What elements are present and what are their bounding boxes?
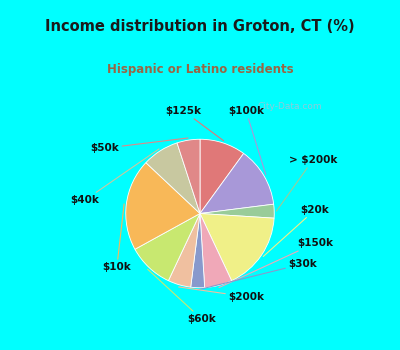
Text: $40k: $40k [70,149,159,205]
Wedge shape [135,214,200,281]
Wedge shape [200,204,274,218]
Text: $30k: $30k [198,259,317,290]
Wedge shape [200,153,274,214]
Wedge shape [200,214,232,288]
Text: $150k: $150k [219,238,333,288]
Text: $50k: $50k [90,138,188,153]
Text: > $200k: > $200k [276,155,337,211]
Wedge shape [200,139,244,214]
Text: $125k: $125k [166,106,224,141]
Wedge shape [168,214,200,287]
Text: Hispanic or Latino residents: Hispanic or Latino residents [107,63,293,76]
Text: $100k: $100k [228,106,266,175]
Text: $60k: $60k [148,269,216,324]
Text: $20k: $20k [263,205,330,257]
Wedge shape [191,214,205,288]
Text: $10k: $10k [102,204,131,272]
Text: City-Data.com: City-Data.com [258,102,322,111]
Wedge shape [200,214,274,281]
Wedge shape [177,139,200,214]
Text: Income distribution in Groton, CT (%): Income distribution in Groton, CT (%) [45,19,355,34]
Text: $200k: $200k [179,287,264,302]
Wedge shape [126,163,200,249]
Wedge shape [146,143,200,214]
